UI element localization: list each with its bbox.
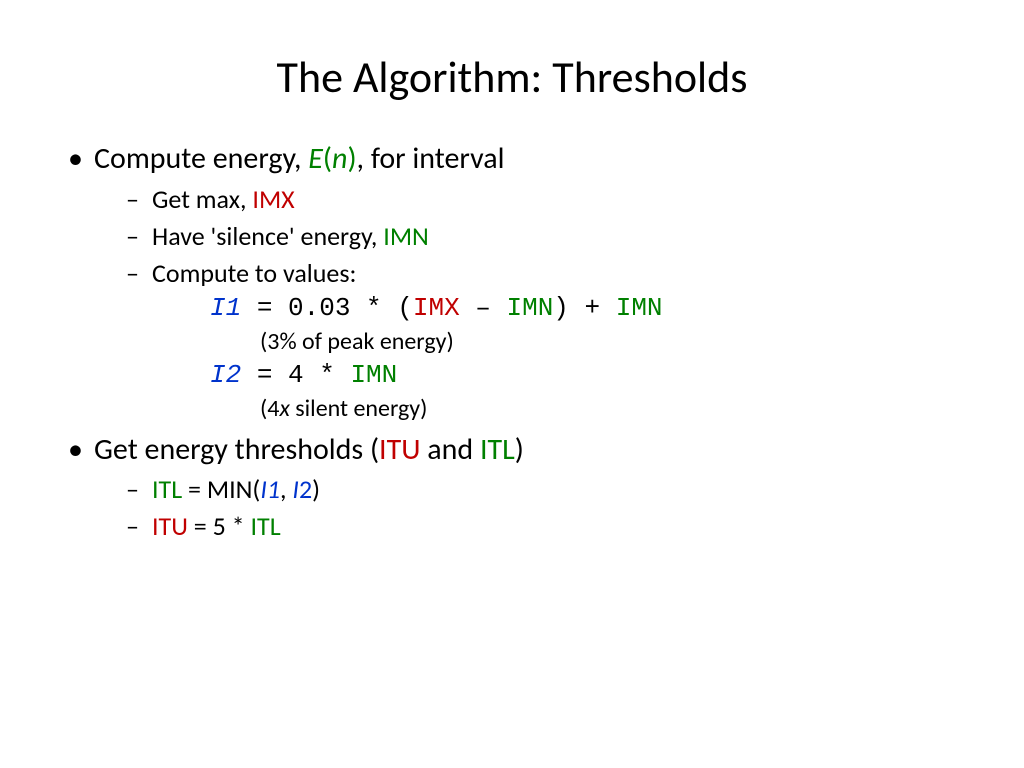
var-itu: ITU (379, 431, 420, 468)
text: Compute energy, (94, 140, 308, 177)
sub-list: ITL = MIN(I1, I2) ITU = 5 * ITL (122, 472, 964, 544)
formula-i2: I2 = 4 * IMN (210, 358, 964, 393)
bullet-compute-energy: Compute energy, E(n), for interval Get m… (60, 139, 964, 426)
var-imn: IMN (383, 220, 429, 252)
var-itu: ITU (152, 510, 188, 542)
var-imx: IMX (252, 183, 294, 215)
text: ) (312, 473, 320, 505)
text: silent energy) (290, 394, 428, 423)
text: , (280, 473, 292, 505)
sub-silence-energy: Have 'silence' energy, IMN (122, 219, 964, 254)
var-n: n (332, 140, 347, 177)
var-itl: ITL (480, 431, 515, 468)
text: Get max, (152, 183, 252, 215)
var-i1: I1 (210, 293, 241, 323)
lparen: ( (323, 140, 332, 177)
text: Have 'silence' energy, (152, 220, 383, 252)
sub-itl: ITL = MIN(I1, I2) (122, 472, 964, 507)
var-imn: IMN (506, 293, 553, 323)
var-x: x (279, 394, 289, 423)
text: = MIN( (182, 473, 260, 505)
formula-i1: I1 = 0.03 * (IMX – IMN) + IMN (210, 291, 964, 326)
text: Compute to values: (152, 257, 356, 289)
sub-get-max: Get max, IMX (122, 182, 964, 217)
note-i2: (4x silent energy) (260, 393, 964, 425)
text: – (460, 293, 507, 323)
slide: The Algorithm: Thresholds Compute energy… (0, 0, 1024, 588)
text: ) + (553, 293, 615, 323)
text: = 4 * (241, 360, 350, 390)
text: = 0.03 * ( (241, 293, 413, 323)
var-i2: I2 (210, 360, 241, 390)
var-imx: IMX (413, 293, 460, 323)
sub-compute-values: Compute to values: I1 = 0.03 * (IMX – IM… (122, 256, 964, 426)
var-imn: IMN (616, 293, 663, 323)
text: ) (515, 431, 524, 468)
var-itl: ITL (251, 510, 281, 542)
text: = 5 * (188, 510, 251, 542)
bullet-list: Compute energy, E(n), for interval Get m… (60, 139, 964, 544)
var-imn: IMN (350, 360, 397, 390)
sub-list: Get max, IMX Have 'silence' energy, IMN … (122, 182, 964, 426)
var-E: E (308, 140, 323, 177)
rparen: ) (347, 140, 356, 177)
sub-itu: ITU = 5 * ITL (122, 509, 964, 544)
text: and (420, 431, 479, 468)
var-i1: I1 (260, 473, 280, 505)
text: (4 (260, 394, 279, 423)
text: Get energy thresholds ( (94, 431, 379, 468)
var-itl: ITL (152, 473, 182, 505)
var-i2b: 2 (299, 473, 312, 505)
bullet-get-thresholds: Get energy thresholds (ITU and ITL) ITL … (60, 430, 964, 545)
slide-title: The Algorithm: Thresholds (60, 50, 964, 104)
text: , for interval (357, 140, 505, 177)
note-i1: (3% of peak energy) (260, 326, 964, 358)
